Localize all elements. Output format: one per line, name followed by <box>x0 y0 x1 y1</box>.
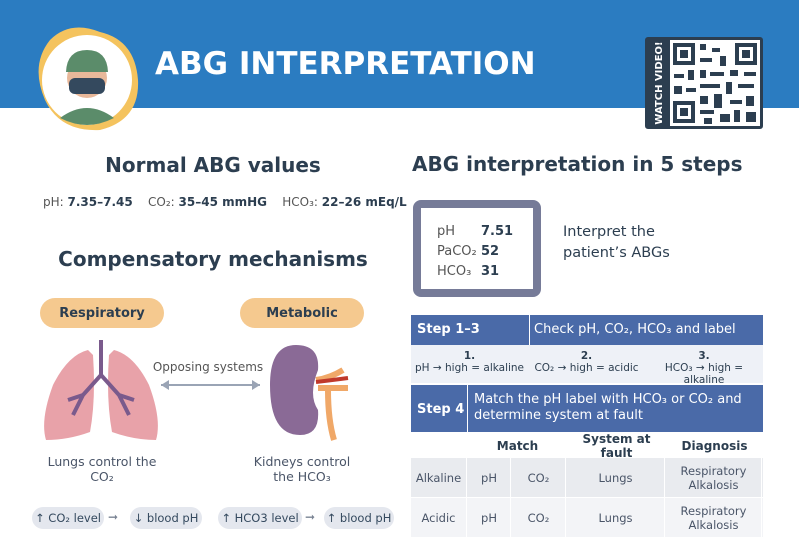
item-num: 2. <box>580 350 593 362</box>
chain-step: ↑ HCO3 level <box>218 507 302 529</box>
value: 7.35–7.45 <box>67 195 133 209</box>
item-num: 3. <box>698 350 710 362</box>
item-text: HCO₃ → high = alkaline <box>664 362 744 386</box>
prompt: Interpret the patient’s ABGs <box>563 224 670 261</box>
caption: Kidneys control the HCO₃ <box>253 454 351 484</box>
chain-arrow: ➞ <box>108 510 119 524</box>
table-cell: Respiratory Alkalosis <box>666 458 762 497</box>
qr-code <box>670 40 760 126</box>
table-cell: Lungs <box>567 458 665 497</box>
table-cell: pH <box>468 458 511 497</box>
system-pill: Metabolic <box>240 298 364 328</box>
patient-row: pH 7.51 <box>437 222 513 242</box>
table-cell: pH <box>468 498 511 537</box>
step-item: 2. CO₂ → high = acidic <box>528 350 645 374</box>
item-num: 1. <box>463 350 476 362</box>
patient-row: HCO₃ 31 <box>437 262 513 282</box>
step-item: 3. HCO₃ → high = alkaline <box>645 350 763 386</box>
value-label: CO₂: <box>148 195 175 209</box>
chain-step: ↑ CO₂ level <box>32 507 104 529</box>
lab-value: 52 <box>481 244 500 259</box>
table-row <box>411 498 763 537</box>
table-header: System at fault <box>582 432 651 460</box>
compensatory-title: Compensatory mechanisms <box>58 247 368 271</box>
chain-step: ↓ blood pH <box>130 507 202 529</box>
step-text: Match the pH label with HCO₃ or CO₂ and … <box>474 392 742 423</box>
normal-values: pH: 7.35–7.45 CO₂: 35–45 mmHG HCO₃: 22–2… <box>43 195 407 209</box>
patient-box <box>413 200 541 297</box>
chain-step: ↑ blood pH <box>324 507 394 529</box>
steps-title: ABG interpretation in 5 steps <box>412 152 743 176</box>
step4-bar <box>411 385 763 432</box>
table-cell: Lungs <box>567 498 665 537</box>
lab-label: pH <box>437 224 456 239</box>
value-label: HCO₃: <box>282 195 318 209</box>
value: 22–26 mEq/L <box>321 195 407 209</box>
video-label: WATCH VIDEO! <box>653 41 665 125</box>
avatar <box>38 27 139 131</box>
divider <box>467 385 468 432</box>
system-pill: Respiratory <box>40 298 164 328</box>
caption: Lungs control the CO₂ <box>47 454 157 484</box>
value-label: pH: <box>43 195 64 209</box>
lab-label: PaCO₂ <box>437 244 477 259</box>
item-text: CO₂ → high = acidic <box>534 362 639 374</box>
step-label: Step 1–3 <box>417 322 480 337</box>
table-cell: Acidic <box>411 498 467 537</box>
illustrations <box>44 340 349 441</box>
divider <box>529 315 530 345</box>
step-text: Check pH, CO₂, HCO₃ and label <box>534 322 736 337</box>
step-label: Step 4 <box>417 402 465 417</box>
table-cell: CO₂ <box>512 498 566 537</box>
table-header: Match <box>496 439 539 453</box>
step13-items <box>411 345 763 383</box>
table-cell: Respiratory Alkalosis <box>666 498 762 537</box>
table-header: Diagnosis <box>681 439 748 453</box>
link-label: Opposing systems <box>152 360 264 374</box>
table-row <box>411 458 763 497</box>
lab-value: 31 <box>481 264 500 279</box>
table-cell: CO₂ <box>512 458 566 497</box>
normal-title: Normal ABG values <box>105 153 321 177</box>
step-item: 1. pH → high = alkaline <box>411 350 528 374</box>
step13-bar <box>411 315 763 345</box>
patient-values: pH 7.51 PaCO₂ 52 HCO₃ 31 <box>437 222 513 282</box>
chain-arrow: ➞ <box>305 510 316 524</box>
patient-row: PaCO₂ 52 <box>437 242 513 262</box>
lab-label: HCO₃ <box>437 264 472 279</box>
item-text: pH → high = alkaline <box>414 362 525 374</box>
lab-value: 7.51 <box>481 224 514 239</box>
title: ABG INTERPRETATION <box>155 46 536 82</box>
table-cell: Alkaline <box>411 458 467 497</box>
value: 35–45 mmHG <box>178 195 267 209</box>
